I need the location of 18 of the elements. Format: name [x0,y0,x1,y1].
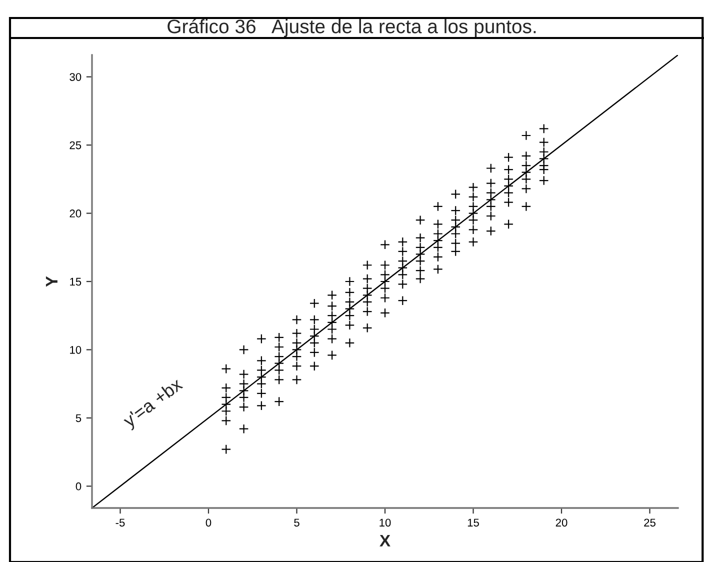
x-tick-label: 15 [468,518,479,527]
x-axis-title: X [380,534,390,546]
annotation: y'=a +bx [121,376,186,431]
y-tick-label: 25 [70,141,82,150]
x-tick-label: 10 [380,518,391,527]
chart-title: Gráfico 36 Ajuste de la recta a los puntos. [168,18,536,38]
x-tick-label: 20 [556,518,568,527]
x-tick-label: 0 [206,518,212,527]
y-tick-label: 15 [70,278,82,286]
x-tick-label: -5 [116,518,125,527]
y-tick-label: 10 [70,346,82,354]
y-tick-label: 20 [70,210,82,218]
x-tick-label: 5 [294,518,300,527]
y-axis-title: Y [46,276,58,287]
y-tick-label: 30 [70,73,82,81]
x-tick-label: 25 [644,518,656,527]
y-tick-label: 0 [76,482,82,490]
y-tick-label: 5 [76,414,82,422]
